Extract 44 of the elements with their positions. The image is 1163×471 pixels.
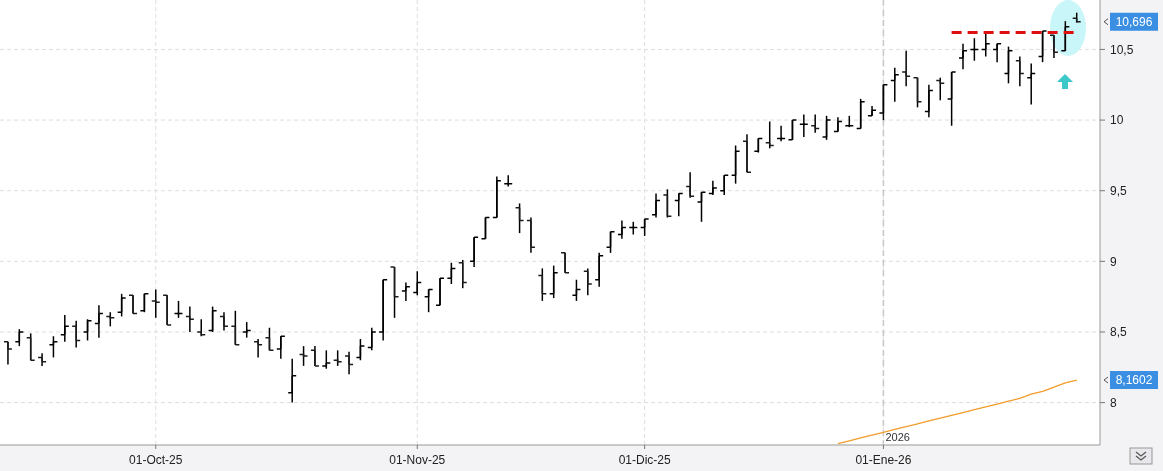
candlestick bbox=[993, 43, 1002, 63]
candlestick bbox=[697, 191, 706, 223]
candlestick bbox=[219, 311, 228, 332]
y-tick-label: 9 bbox=[1110, 254, 1117, 269]
candlestick bbox=[276, 335, 285, 360]
candlestick bbox=[310, 345, 319, 367]
candlestick bbox=[902, 50, 911, 87]
candlestick bbox=[129, 294, 138, 315]
candlestick bbox=[254, 338, 263, 359]
candlestick bbox=[583, 267, 592, 296]
y-tick-label: 10,5 bbox=[1110, 42, 1134, 57]
candlestick bbox=[617, 219, 626, 240]
y-tick-label: 10 bbox=[1110, 113, 1124, 128]
candlestick bbox=[652, 192, 661, 219]
candlestick bbox=[345, 351, 354, 376]
text: 10,696 bbox=[1115, 14, 1153, 29]
candlestick bbox=[959, 43, 967, 70]
candlestick bbox=[197, 318, 206, 337]
candlestick bbox=[720, 174, 729, 196]
candlestick bbox=[72, 319, 81, 349]
candlestick bbox=[60, 314, 69, 343]
candlestick bbox=[401, 281, 410, 302]
candlestick bbox=[924, 84, 933, 118]
candlestick bbox=[94, 304, 103, 339]
y-tick-label: 8 bbox=[1110, 395, 1117, 410]
x-tick-label: 01-Dic-25 bbox=[618, 453, 671, 467]
line-series bbox=[837, 379, 1078, 445]
x-tick-label: 01-Ene-26 bbox=[855, 453, 912, 467]
candlestick bbox=[1015, 55, 1024, 87]
y-tick-label: 9,5 bbox=[1110, 183, 1128, 198]
candlestick bbox=[890, 67, 899, 103]
x-tick-label: 01-Oct-25 bbox=[129, 453, 183, 467]
candlestick bbox=[1049, 34, 1058, 59]
text: 8,1602 bbox=[1115, 373, 1153, 388]
candlestick bbox=[288, 358, 297, 404]
candlestick bbox=[322, 349, 331, 370]
candlestick bbox=[3, 341, 12, 366]
candlestick bbox=[367, 327, 376, 352]
candlestick bbox=[686, 171, 695, 199]
candlestick bbox=[481, 216, 490, 240]
x-tick-label: 01-Nov-25 bbox=[389, 453, 446, 467]
ref-line-label: 2026 bbox=[885, 431, 910, 443]
y-tick-label: 8,5 bbox=[1110, 325, 1128, 340]
candlestick bbox=[788, 119, 797, 141]
